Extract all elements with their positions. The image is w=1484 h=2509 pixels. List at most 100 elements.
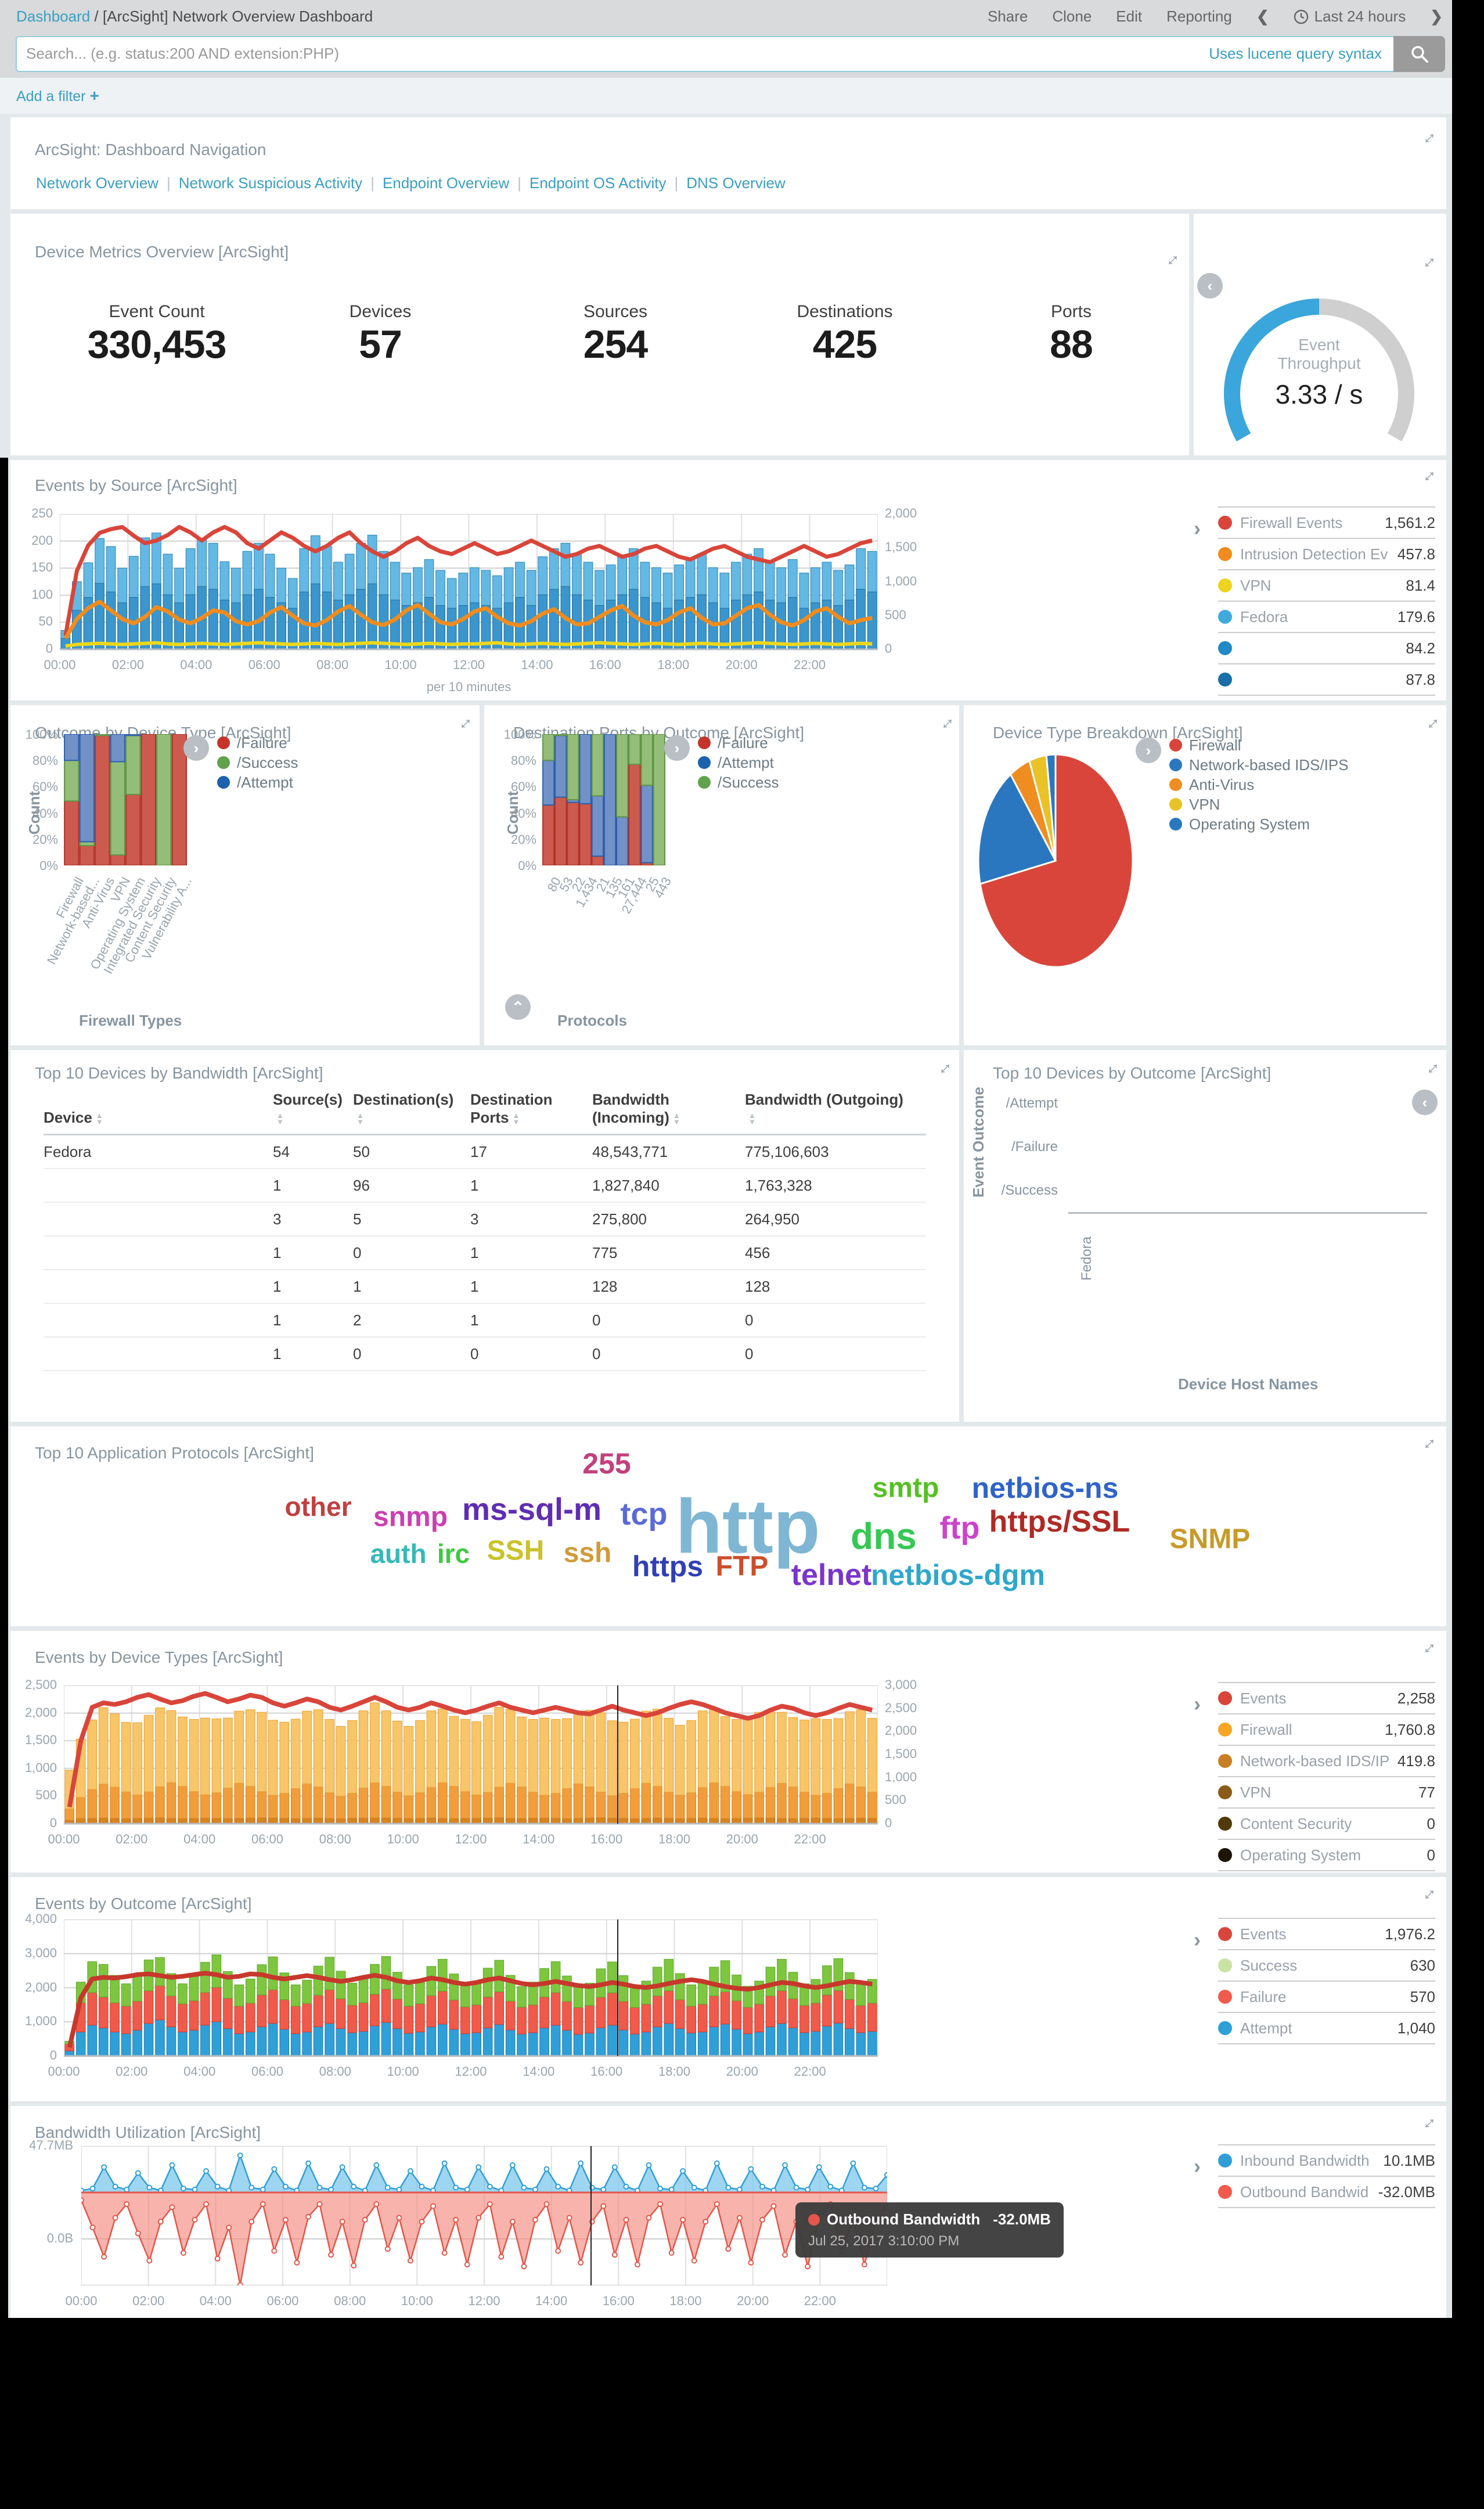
- tag-word-irc[interactable]: irc: [437, 1539, 470, 1569]
- tag-word-ftp[interactable]: ftp: [939, 1511, 980, 1545]
- tag-word-telnet[interactable]: telnet: [791, 1558, 872, 1592]
- legend-row[interactable]: /Failure: [698, 733, 779, 753]
- events_by_device_types-chart[interactable]: [63, 1685, 878, 1829]
- legend-row[interactable]: Intrusion Detection Ev 457.8: [1218, 538, 1435, 569]
- events_by_outcome-chart[interactable]: [63, 1919, 878, 2061]
- tag-word-netbios-ns[interactable]: netbios-ns: [971, 1472, 1119, 1504]
- legend-row[interactable]: Operating System: [1169, 814, 1349, 834]
- legend-row[interactable]: VPN: [1169, 795, 1349, 814]
- tag-word-dns[interactable]: dns: [851, 1515, 917, 1557]
- legend-collapse-chevron[interactable]: ›: [1194, 2154, 1201, 2178]
- tag-word-other[interactable]: other: [284, 1491, 352, 1522]
- legend-collapse-chevron[interactable]: ›: [1194, 516, 1201, 540]
- table-row[interactable]: 1 0 0 0 0: [44, 1338, 926, 1371]
- clone-button[interactable]: Clone: [1052, 8, 1092, 25]
- legend-row[interactable]: 87.8: [1218, 663, 1435, 696]
- legend-row[interactable]: Fedora 179.6: [1218, 601, 1435, 632]
- legend-row[interactable]: Events 1,976.2: [1218, 1918, 1435, 1949]
- column-header[interactable]: Bandwidth (Incoming) ▲ ▼: [592, 1091, 680, 1127]
- tag-word-snmp[interactable]: snmp: [373, 1501, 448, 1533]
- table-row[interactable]: 1 0 1 775 456: [44, 1236, 926, 1270]
- bandwidth-chart[interactable]: [78, 2145, 890, 2288]
- legend-row[interactable]: /Failure: [217, 733, 298, 753]
- outcome_by_device-chart[interactable]: [64, 734, 188, 868]
- share-button[interactable]: Share: [987, 8, 1028, 25]
- legend-row[interactable]: /Attempt: [698, 753, 779, 772]
- tag-word-ssh[interactable]: SSH: [487, 1535, 545, 1566]
- time-forward-button[interactable]: ❯: [1430, 8, 1443, 25]
- legend-row[interactable]: Attempt 1,040: [1218, 2012, 1435, 2044]
- sort-icon[interactable]: ▲ ▼: [356, 1111, 364, 1127]
- column-header[interactable]: Bandwidth (Outgoing)▲ ▼: [745, 1091, 903, 1127]
- dest_ports-chart[interactable]: [542, 734, 666, 868]
- column-header[interactable]: Destination(s)▲ ▼: [353, 1091, 454, 1127]
- legend-collapse-chevron[interactable]: ›: [1194, 1928, 1201, 1951]
- edit-button[interactable]: Edit: [1116, 8, 1143, 25]
- legend-row[interactable]: Outbound Bandwid -32.0MB: [1218, 2176, 1435, 2208]
- sort-icon[interactable]: ▲ ▼: [748, 1111, 756, 1127]
- heatmap-legend-collapse-button[interactable]: ‹: [1412, 1090, 1438, 1115]
- legend-row[interactable]: Network-based IDS/IP 419.8: [1218, 1745, 1435, 1776]
- tag-word-tcp[interactable]: tcp: [620, 1497, 668, 1532]
- device-breakdown-pie[interactable]: [977, 753, 1135, 972]
- tag-word-auth[interactable]: auth: [370, 1539, 427, 1569]
- table-row[interactable]: Fedora 54 50 17 48,543,771 775,106,603: [44, 1135, 926, 1169]
- legend-row[interactable]: Operating System 0: [1218, 1839, 1435, 1871]
- nav-link-endpoint-overview[interactable]: Endpoint Overview: [382, 174, 510, 192]
- legend-row[interactable]: Firewall: [1169, 735, 1349, 755]
- legend-row[interactable]: Success 630: [1218, 1949, 1435, 1980]
- legend-expand-button[interactable]: ›: [183, 735, 209, 761]
- legend-row[interactable]: Failure 570: [1218, 1980, 1435, 2012]
- lucene-syntax-link[interactable]: Uses lucene query syntax: [1209, 45, 1382, 62]
- table-row[interactable]: 3 5 3 275,800 264,950: [44, 1203, 926, 1236]
- column-header[interactable]: Destination Ports ▲ ▼: [470, 1091, 553, 1127]
- column-header[interactable]: Device ▲ ▼: [44, 1109, 103, 1127]
- legend-row[interactable]: Network-based IDS/IPS: [1169, 755, 1349, 775]
- table-row[interactable]: 1 2 1 0 0: [44, 1304, 926, 1338]
- legend-row[interactable]: Events 2,258: [1218, 1682, 1435, 1713]
- nav-link-network-suspicious-activity[interactable]: Network Suspicious Activity: [178, 174, 363, 192]
- tag-word-ssh[interactable]: ssh: [563, 1537, 612, 1569]
- tag-word-https-ssl[interactable]: https/SSL: [989, 1505, 1130, 1539]
- tag-word-ms-sql-m[interactable]: ms-sql-m: [462, 1492, 602, 1527]
- time-picker[interactable]: Last 24 hours: [1294, 8, 1406, 26]
- legend-row[interactable]: 84.2: [1218, 632, 1435, 663]
- gauge-legend-collapse-button[interactable]: ‹: [1197, 273, 1223, 299]
- reporting-button[interactable]: Reporting: [1166, 8, 1232, 25]
- tag-word-ftp[interactable]: FTP: [715, 1551, 769, 1582]
- prev-buckets-button[interactable]: ⌃: [505, 994, 531, 1020]
- column-header[interactable]: Source(s)▲ ▼: [273, 1091, 343, 1127]
- legend-row[interactable]: VPN 81.4: [1218, 569, 1435, 601]
- tag-word-http[interactable]: http: [675, 1483, 820, 1569]
- legend-collapse-chevron[interactable]: ›: [1194, 1692, 1201, 1716]
- time-back-button[interactable]: ❮: [1256, 8, 1269, 25]
- nav-link-network-overview[interactable]: Network Overview: [36, 174, 159, 192]
- legend-row[interactable]: /Attempt: [217, 772, 298, 792]
- table-row[interactable]: 1 1 1 128 128: [44, 1270, 926, 1304]
- sort-icon[interactable]: ▲ ▼: [276, 1111, 284, 1127]
- tag-word-netbios-dgm[interactable]: netbios-dgm: [871, 1559, 1045, 1591]
- legend-row[interactable]: Firewall 1,760.8: [1218, 1713, 1435, 1745]
- tag-word-255[interactable]: 255: [582, 1447, 631, 1480]
- sort-icon[interactable]: ▲ ▼: [672, 1111, 680, 1127]
- tag-word-snmp[interactable]: SNMP: [1169, 1523, 1251, 1555]
- legend-expand-button[interactable]: ›: [1136, 738, 1161, 763]
- tag-word-https[interactable]: https: [632, 1550, 704, 1583]
- breadcrumb-dashboard-link[interactable]: Dashboard: [16, 8, 91, 25]
- legend-row[interactable]: Anti-Virus: [1169, 775, 1349, 795]
- nav-link-dns-overview[interactable]: DNS Overview: [686, 174, 786, 192]
- events_by_source-chart[interactable]: [59, 513, 878, 655]
- legend-row[interactable]: VPN 77: [1218, 1776, 1435, 1807]
- nav-link-endpoint-os-activity[interactable]: Endpoint OS Activity: [529, 174, 667, 192]
- table-row[interactable]: 1 96 1 1,827,840 1,763,328: [44, 1169, 926, 1203]
- legend-row[interactable]: Content Security 0: [1218, 1807, 1435, 1839]
- search-input[interactable]: [17, 37, 1247, 70]
- legend-row[interactable]: Firewall Events 1,561.2: [1218, 506, 1435, 538]
- legend-row[interactable]: /Success: [698, 772, 779, 792]
- legend-row[interactable]: /Success: [217, 753, 298, 772]
- sort-icon[interactable]: ▲ ▼: [95, 1111, 103, 1127]
- legend-row[interactable]: Inbound Bandwidth 10.1MB: [1218, 2144, 1435, 2176]
- legend-expand-button[interactable]: ›: [664, 735, 690, 761]
- search-button[interactable]: [1393, 36, 1445, 72]
- tag-word-smtp[interactable]: smtp: [872, 1472, 939, 1504]
